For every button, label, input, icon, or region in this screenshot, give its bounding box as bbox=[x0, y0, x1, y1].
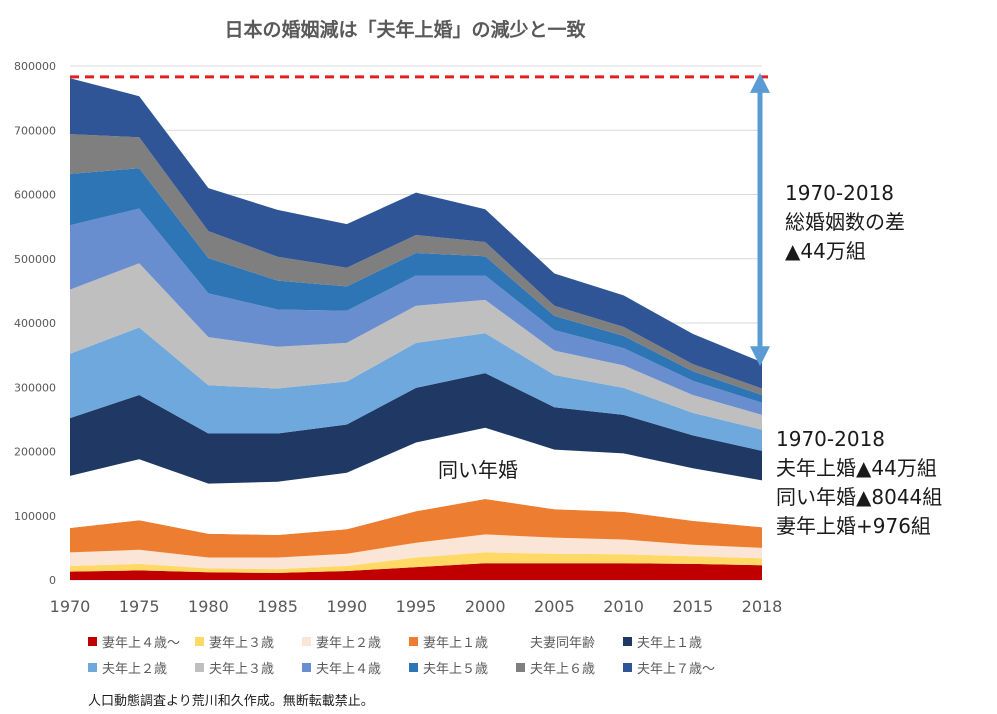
y-tick-label: 0 bbox=[49, 574, 56, 587]
y-tick-label: 600000 bbox=[14, 189, 56, 202]
legend-swatch bbox=[88, 662, 97, 672]
legend-swatch bbox=[195, 662, 204, 672]
legend-row: 夫年上２歳 夫年上３歳 夫年上４歳 夫年上５歳 夫年上６歳 夫年上７歳〜 bbox=[88, 654, 788, 680]
legend-label: 夫年上１歳 bbox=[637, 635, 703, 651]
chart-title: 日本の婚姻減は「夫年上婚」の減少と一致 bbox=[224, 18, 586, 41]
legend-swatch bbox=[623, 662, 632, 672]
legend-item: 妻年上２歳 bbox=[302, 632, 409, 651]
legend-label: 夫年上２歳 bbox=[102, 661, 168, 677]
y-axis: 0 100000 200000 300000 400000 500000 600000 700… bbox=[14, 60, 56, 587]
legend-swatch bbox=[302, 636, 311, 646]
breakdown-line: 妻年上婚+976組 bbox=[776, 514, 931, 538]
y-tick-label: 300000 bbox=[14, 381, 56, 394]
total-diff-annotation: 1970-2018 総婚姻数の差 ▲44万組 bbox=[785, 181, 905, 263]
legend-row: 妻年上４歳〜 妻年上３歳 妻年上２歳 妻年上１歳 夫妻同年齢 夫年上１歳 bbox=[88, 628, 788, 654]
legend-swatch bbox=[195, 636, 204, 646]
legend-swatch bbox=[623, 636, 632, 646]
legend-label: 夫年上３歳 bbox=[209, 661, 275, 677]
legend-label: 夫妻同年齢 bbox=[530, 635, 596, 651]
plot-areas bbox=[70, 78, 762, 580]
x-tick-label: 1980 bbox=[188, 597, 229, 616]
legend-item: 妻年上３歳 bbox=[195, 632, 302, 651]
x-tick-label: 2005 bbox=[534, 597, 575, 616]
y-tick-label: 800000 bbox=[14, 60, 56, 73]
area-夫年上７歳〜 bbox=[70, 78, 762, 389]
legend-item: 夫年上４歳 bbox=[302, 658, 409, 677]
legend-label: 妻年上１歳 bbox=[423, 635, 489, 651]
legend-label: 夫年上７歳〜 bbox=[637, 661, 716, 677]
x-tick-label: 2015 bbox=[672, 597, 713, 616]
x-tick-label: 2000 bbox=[465, 597, 506, 616]
legend-label: 妻年上４歳〜 bbox=[102, 635, 181, 651]
legend: 妻年上４歳〜 妻年上３歳 妻年上２歳 妻年上１歳 夫妻同年齢 夫年上１歳夫年上２歳 夫年上３… bbox=[88, 628, 788, 680]
legend-swatch bbox=[302, 662, 311, 672]
legend-item: 夫年上６歳 bbox=[516, 658, 623, 677]
x-tick-label: 1990 bbox=[326, 597, 367, 616]
legend-item: 妻年上４歳〜 bbox=[88, 632, 195, 651]
y-tick-label: 200000 bbox=[14, 446, 56, 459]
area-夫妻同年齢 bbox=[70, 427, 762, 535]
legend-item: 夫妻同年齢 bbox=[516, 632, 623, 651]
breakdown-line: 同い年婚▲8044組 bbox=[776, 485, 942, 509]
legend-item: 妻年上１歳 bbox=[409, 632, 516, 651]
breakdown-line: 夫年上婚▲44万組 bbox=[776, 456, 937, 480]
y-tick-label: 400000 bbox=[14, 317, 56, 330]
legend-label: 夫年上５歳 bbox=[423, 661, 489, 677]
legend-swatch bbox=[409, 662, 418, 672]
legend-item: 夫年上７歳〜 bbox=[623, 658, 730, 677]
legend-item: 夫年上３歳 bbox=[195, 658, 302, 677]
y-tick-label: 100000 bbox=[14, 510, 56, 523]
area-夫年上４歳 bbox=[70, 208, 762, 415]
area-夫年上１歳 bbox=[70, 373, 762, 484]
legend-item: 夫年上５歳 bbox=[409, 658, 516, 677]
area-夫年上２歳 bbox=[70, 327, 762, 451]
area-夫年上５歳 bbox=[70, 168, 762, 403]
legend-label: 妻年上２歳 bbox=[316, 635, 382, 651]
breakdown-line: 1970-2018 bbox=[776, 427, 885, 451]
legend-swatch bbox=[409, 636, 418, 646]
area-妻年上４歳〜 bbox=[70, 563, 762, 580]
x-tick-label: 1995 bbox=[396, 597, 437, 616]
x-tick-label: 2010 bbox=[603, 597, 644, 616]
same-age-label: 同い年婚 bbox=[438, 458, 518, 482]
legend-label: 妻年上３歳 bbox=[209, 635, 275, 651]
area-夫年上３歳 bbox=[70, 263, 762, 430]
area-妻年上１歳 bbox=[70, 499, 762, 558]
x-axis: 1970 1975 1980 1985 1990 1995 2000 2005 2010 2015… bbox=[50, 597, 783, 616]
legend-swatch bbox=[88, 636, 97, 646]
area-妻年上３歳 bbox=[70, 552, 762, 573]
area-夫年上６歳 bbox=[70, 134, 762, 395]
total-diff-line: 1970-2018 bbox=[785, 181, 894, 205]
legend-label: 夫年上４歳 bbox=[316, 661, 382, 677]
total-diff-line: ▲44万組 bbox=[785, 239, 866, 263]
x-tick-label: 1970 bbox=[50, 597, 91, 616]
legend-item: 夫年上１歳 bbox=[623, 632, 730, 651]
legend-label: 夫年上６歳 bbox=[530, 661, 596, 677]
y-tick-label: 700000 bbox=[14, 124, 56, 137]
y-tick-label: 500000 bbox=[14, 253, 56, 266]
x-tick-label: 2018 bbox=[742, 597, 783, 616]
legend-swatch bbox=[516, 637, 525, 646]
source-note: 人口動態調査より荒川和久作成。無断転載禁止。 bbox=[88, 694, 374, 709]
total-diff-line: 総婚姻数の差 bbox=[785, 210, 905, 234]
x-tick-label: 1985 bbox=[257, 597, 298, 616]
legend-item: 夫年上２歳 bbox=[88, 658, 195, 677]
area-妻年上２歳 bbox=[70, 534, 762, 570]
legend-swatch bbox=[516, 662, 525, 672]
x-tick-label: 1975 bbox=[119, 597, 160, 616]
